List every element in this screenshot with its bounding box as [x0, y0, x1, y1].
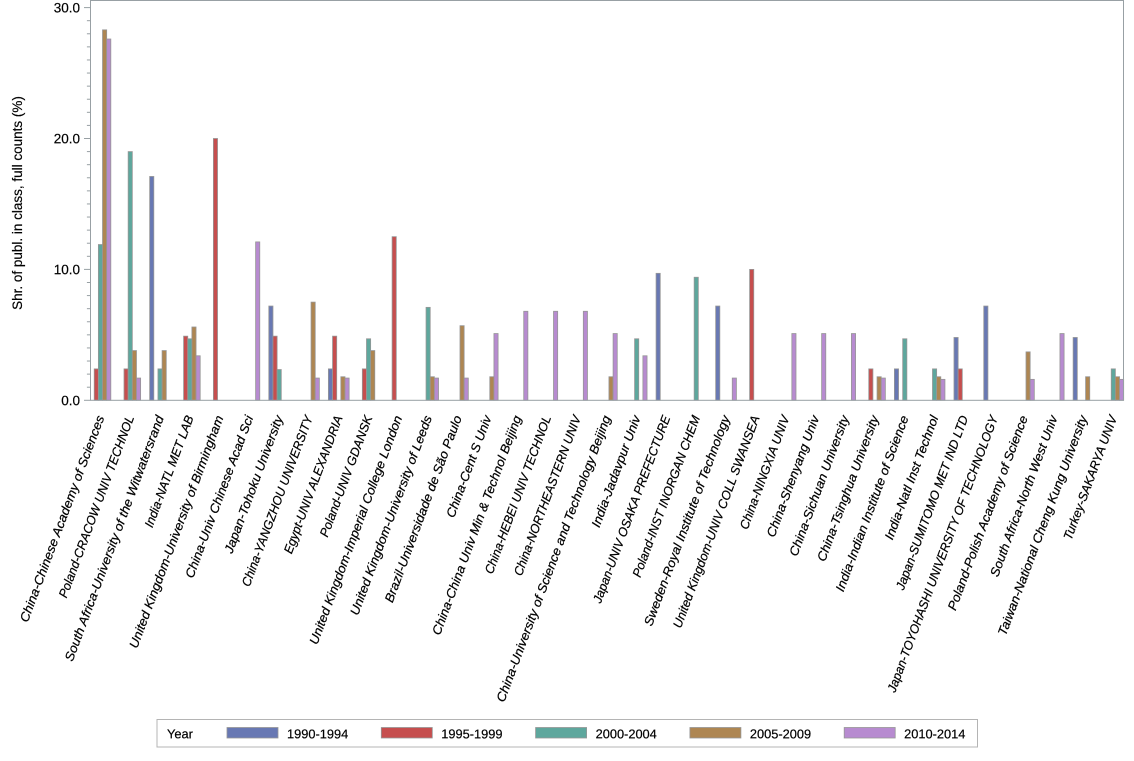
svg-text:20.0: 20.0	[54, 131, 80, 146]
svg-text:30.0: 30.0	[54, 0, 80, 15]
svg-text:Shr. of publ. in class, full c: Shr. of publ. in class, full counts (%)	[10, 96, 25, 310]
svg-text:1995-1999: 1995-1999	[441, 726, 502, 741]
svg-text:2005-2009: 2005-2009	[750, 726, 811, 741]
svg-text:2010-2014: 2010-2014	[904, 726, 965, 741]
svg-text:0.0: 0.0	[61, 393, 80, 408]
svg-text:2000-2004: 2000-2004	[596, 726, 657, 741]
svg-text:Year: Year	[167, 726, 194, 741]
svg-text:10.0: 10.0	[54, 262, 80, 277]
svg-text:1990-1994: 1990-1994	[287, 726, 348, 741]
